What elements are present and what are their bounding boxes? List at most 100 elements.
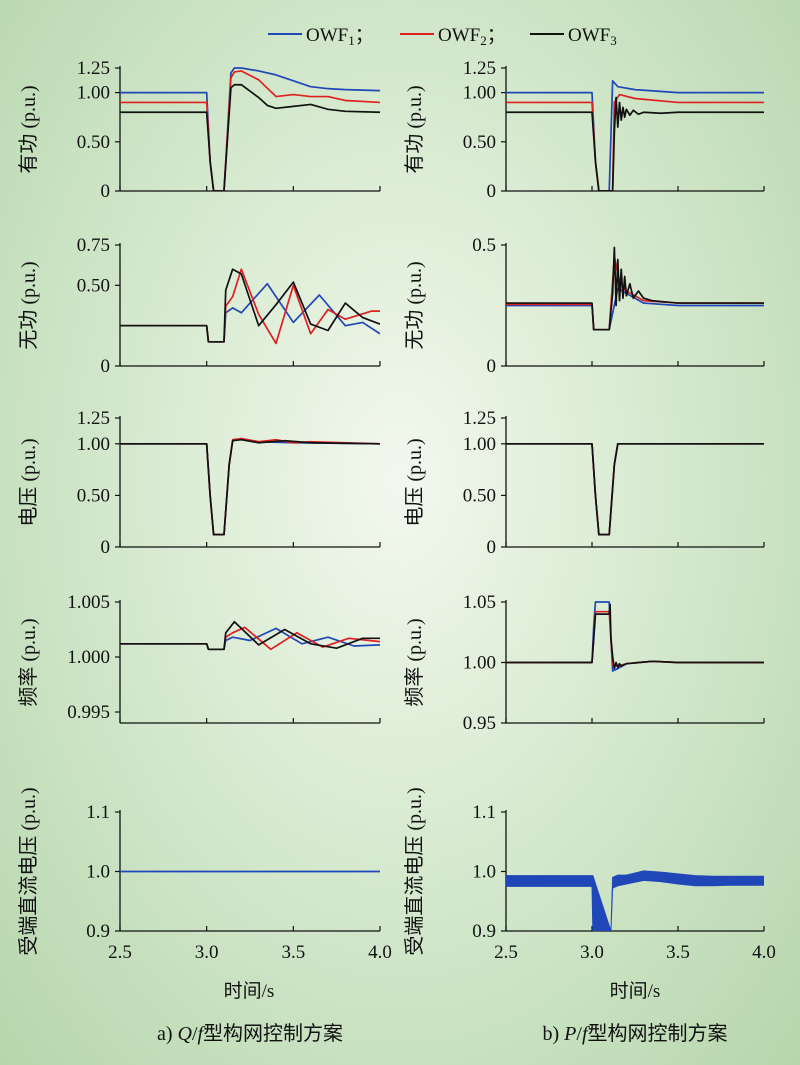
series-owf3-line <box>506 442 764 536</box>
x-tick-label: 4.0 <box>368 942 392 963</box>
series-owf3-line <box>120 620 380 651</box>
y-tick-label: 1.005 <box>67 592 110 613</box>
legend-item: OWF2； <box>400 25 506 48</box>
y-tick-label: 0.75 <box>77 235 110 256</box>
series-owf1-line <box>506 79 764 191</box>
y-tick-label: 0 <box>101 356 111 377</box>
x-axis-label-right: 时间/s <box>610 980 661 1002</box>
y-tick-label: 0.50 <box>463 132 496 153</box>
series-owf3-line <box>506 96 764 191</box>
plot-area <box>120 67 380 191</box>
series-owf2-line <box>506 93 764 191</box>
y-axis-label: 无功 (p.u.) <box>403 261 426 349</box>
legend-label: OWF1； <box>306 25 374 48</box>
y-tick-label: 1.25 <box>77 58 110 79</box>
y-tick-label: 0.50 <box>77 132 110 153</box>
caption-left: a) Q/f型构网控制方案 <box>157 1022 343 1045</box>
panel-b-dc-voltage: 0.9 1.0 1.1 2.5 3.0 3.5 4.0 受端直流电压 (p.u.) <box>403 787 776 963</box>
y-tick-label: 1.25 <box>463 408 496 429</box>
y-axis-label: 频率 (p.u.) <box>17 618 40 706</box>
series-owf2-line <box>120 437 380 536</box>
plot-area <box>120 620 380 651</box>
panel-b-voltage: 0 0.50 1.00 1.25 电压 (p.u.) <box>403 408 765 558</box>
x-tick-label: 2.5 <box>494 942 518 963</box>
y-tick-label: 1.00 <box>77 83 110 104</box>
y-axis-label: 有功 (p.u.) <box>403 85 426 173</box>
legend-label: OWF3 <box>568 25 617 48</box>
series-owf3-line <box>120 83 380 191</box>
y-tick-label: 1.25 <box>463 58 496 79</box>
y-tick-label: 1.00 <box>77 434 110 455</box>
panel-a-voltage: 0 0.50 1.00 1.25 电压 (p.u.) <box>17 408 381 558</box>
series-owf1-line <box>506 442 764 536</box>
plot-area <box>506 246 764 331</box>
y-tick-label: 0.50 <box>463 485 496 506</box>
panel-b-active-power: 0 0.50 1.00 1.25 有功 (p.u.) <box>403 58 765 202</box>
y-tick-label: 0 <box>487 356 497 377</box>
x-tick-label: 3.5 <box>666 942 690 963</box>
y-tick-label: 0.995 <box>67 702 110 723</box>
series-owf1-line <box>120 437 380 536</box>
plot-area <box>506 79 764 191</box>
y-axis-label: 电压 (p.u.) <box>17 438 40 526</box>
panel-a-frequency: 0.995 1.000 1.005 频率 (p.u.) <box>17 592 381 724</box>
series-owf3-line <box>506 246 764 331</box>
plot-area <box>120 268 380 345</box>
y-tick-label: 0.50 <box>77 275 110 296</box>
y-axis-label: 受端直流电压 (p.u.) <box>17 787 40 955</box>
legend-label: OWF2； <box>438 25 506 48</box>
series-owf1-line <box>506 601 764 672</box>
y-axis-label: 无功 (p.u.) <box>17 261 40 349</box>
caption-right: b) P/f型构网控制方案 <box>542 1022 727 1045</box>
panel-b-frequency: 0.95 1.00 1.05 频率 (p.u.) <box>403 592 765 734</box>
panel-a-dc-voltage: 0.9 1.0 1.1 2.5 3.0 3.5 4.0 受端直流电压 (p.u.) <box>17 787 392 963</box>
series-owf2-line <box>120 268 380 345</box>
series-owf1-line <box>120 67 380 191</box>
series-owf3-line <box>120 268 380 343</box>
plot-area <box>120 437 380 536</box>
plot-area <box>506 442 764 536</box>
y-tick-label: 0.9 <box>472 921 496 942</box>
panel-a-active-power: 0 0.50 1.00 1.25 有功 (p.u.) <box>17 58 381 202</box>
series-owf2-line <box>506 256 764 331</box>
y-tick-label: 1.0 <box>86 862 110 883</box>
y-tick-label: 1.25 <box>77 408 110 429</box>
y-axis-label: 电压 (p.u.) <box>403 438 426 526</box>
y-tick-label: 0.9 <box>86 921 110 942</box>
y-axis-label: 频率 (p.u.) <box>403 618 426 706</box>
legend-item: OWF1； <box>268 25 374 48</box>
y-tick-label: 0 <box>487 181 497 202</box>
panel-a-reactive-power: 0 0.50 0.75 无功 (p.u.) <box>17 235 381 377</box>
y-tick-label: 1.00 <box>463 653 496 674</box>
x-tick-label: 4.0 <box>752 942 776 963</box>
y-tick-label: 0.95 <box>463 713 496 734</box>
series-owf3-line <box>120 438 380 536</box>
x-tick-label: 3.0 <box>195 942 219 963</box>
legend: OWF1； OWF2； OWF3 <box>268 25 617 48</box>
y-tick-label: 0 <box>487 537 497 558</box>
y-tick-label: 1.0 <box>472 862 496 883</box>
y-axis-label: 有功 (p.u.) <box>17 85 40 173</box>
series-dc-voltage-band <box>506 870 764 931</box>
x-axis-label-left: 时间/s <box>224 980 275 1002</box>
y-tick-label: 0 <box>101 181 111 202</box>
y-tick-label: 0.50 <box>77 485 110 506</box>
y-axis-label: 受端直流电压 (p.u.) <box>403 787 426 955</box>
legend-item: OWF3 <box>530 25 617 48</box>
series-owf3-line <box>506 603 764 670</box>
y-tick-label: 0 <box>101 537 111 558</box>
y-tick-label: 1.000 <box>67 647 110 668</box>
y-tick-label: 1.1 <box>86 802 110 823</box>
y-tick-label: 1.00 <box>463 83 496 104</box>
series-owf2-line <box>506 442 764 536</box>
y-tick-label: 0.5 <box>472 235 496 256</box>
x-tick-label: 3.5 <box>281 942 305 963</box>
plot-area <box>506 870 764 931</box>
y-tick-label: 1.00 <box>463 434 496 455</box>
series-owf2-line <box>506 610 764 667</box>
plot-area <box>506 601 764 672</box>
y-tick-label: 1.05 <box>463 592 496 613</box>
y-tick-label: 1.1 <box>472 802 496 823</box>
